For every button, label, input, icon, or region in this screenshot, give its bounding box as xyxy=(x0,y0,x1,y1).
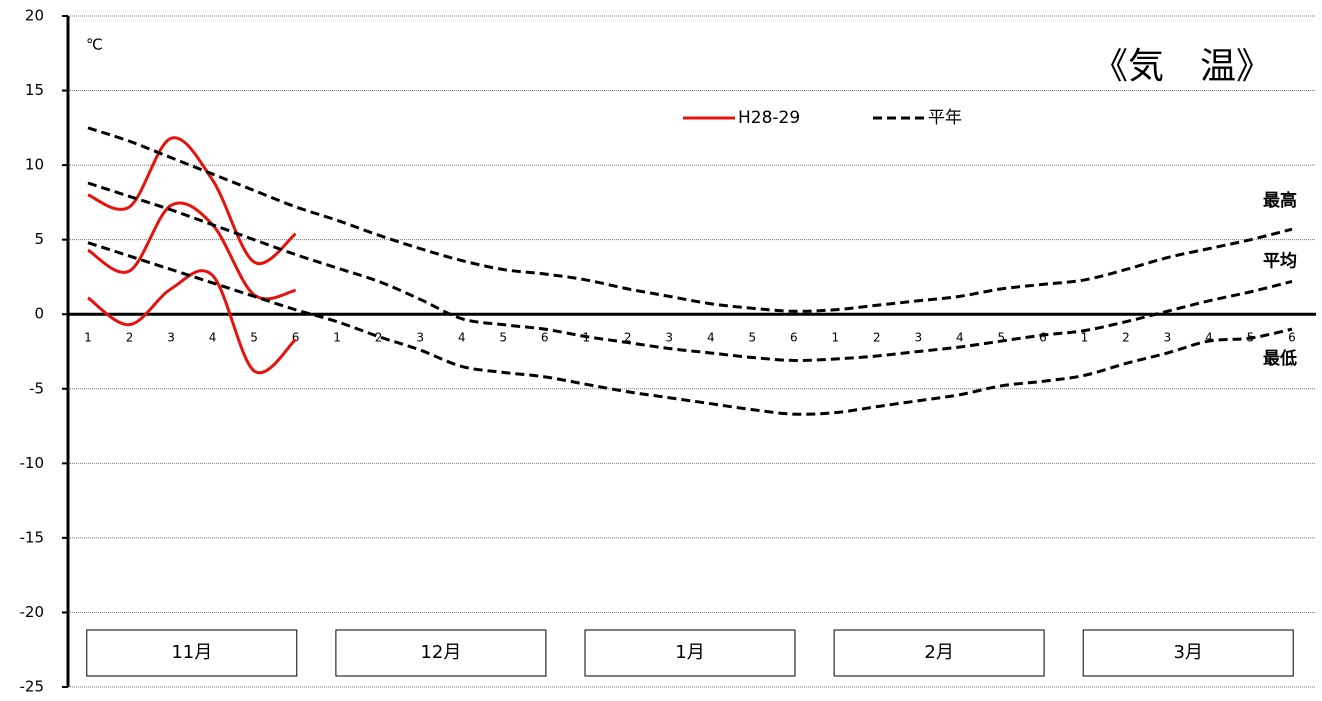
month-label: 3月 xyxy=(1173,642,1202,663)
series-line xyxy=(87,126,1293,313)
x-tick-label: 4 xyxy=(956,331,964,345)
x-tick-label: 5 xyxy=(998,331,1006,345)
month-box xyxy=(86,629,298,677)
line-label: 最低 xyxy=(1263,348,1297,369)
x-tick-label: 6 xyxy=(292,331,300,345)
x-tick-label: 6 xyxy=(790,331,798,345)
series-line xyxy=(87,181,1293,362)
y-tick-label: 5 xyxy=(34,230,44,248)
x-tick-label: 5 xyxy=(250,331,258,345)
x-tick-label: 1 xyxy=(831,331,839,345)
series-line xyxy=(87,201,296,301)
x-tick-label: 3 xyxy=(915,331,923,345)
x-tick-label: 4 xyxy=(458,331,466,345)
x-tick-label: 1 xyxy=(333,331,341,345)
x-tick-label: 5 xyxy=(499,331,507,345)
y-tick-label: 15 xyxy=(25,81,44,99)
series-line xyxy=(87,241,1293,416)
y-tick-label: -20 xyxy=(20,603,45,621)
y-tick-label: 10 xyxy=(25,156,44,174)
y-tick-label: -5 xyxy=(29,379,44,397)
chart-title: 《気 温》 xyxy=(1092,46,1272,87)
x-tick-label: 2 xyxy=(1122,331,1130,345)
x-tick-label: 3 xyxy=(167,331,175,345)
y-tick-label: 20 xyxy=(25,7,44,25)
x-tick-label: 5 xyxy=(748,331,756,345)
y-tick-label: 0 xyxy=(34,305,44,323)
x-tick-label: 3 xyxy=(665,331,673,345)
x-tick-label: 2 xyxy=(126,331,134,345)
month-label: 2月 xyxy=(924,642,953,663)
x-tick-label: 3 xyxy=(1164,331,1172,345)
legend-label: 平年 xyxy=(928,108,962,128)
series-line xyxy=(87,136,297,266)
y-unit: ℃ xyxy=(86,36,103,54)
x-tick-label: 6 xyxy=(1039,331,1047,345)
month-box xyxy=(1082,629,1294,677)
x-tick-label: 4 xyxy=(707,331,715,345)
line-label: 最高 xyxy=(1263,190,1297,211)
month-label: 12月 xyxy=(420,642,461,663)
month-box xyxy=(335,629,547,677)
month-box xyxy=(833,629,1045,677)
x-tick-label: 2 xyxy=(873,331,881,345)
y-tick-label: -10 xyxy=(20,454,45,472)
x-tick-label: 3 xyxy=(416,331,424,345)
line-label: 平均 xyxy=(1263,250,1297,271)
x-tick-label: 1 xyxy=(1081,331,1089,345)
month-box xyxy=(584,629,796,677)
x-tick-label: 2 xyxy=(375,331,383,345)
month-label: 1月 xyxy=(675,642,704,663)
series-line xyxy=(87,269,297,375)
x-tick-label: 6 xyxy=(1288,331,1296,345)
x-tick-label: 1 xyxy=(84,331,92,345)
y-tick-label: -15 xyxy=(20,528,45,546)
y-tick-label: -25 xyxy=(20,678,45,696)
x-tick-label: 6 xyxy=(541,331,549,345)
x-tick-label: 2 xyxy=(624,331,632,345)
x-tick-label: 4 xyxy=(209,331,217,345)
month-label: 11月 xyxy=(171,642,212,663)
legend-label: H28-29 xyxy=(738,108,800,128)
x-tick-label: 4 xyxy=(1205,331,1213,345)
